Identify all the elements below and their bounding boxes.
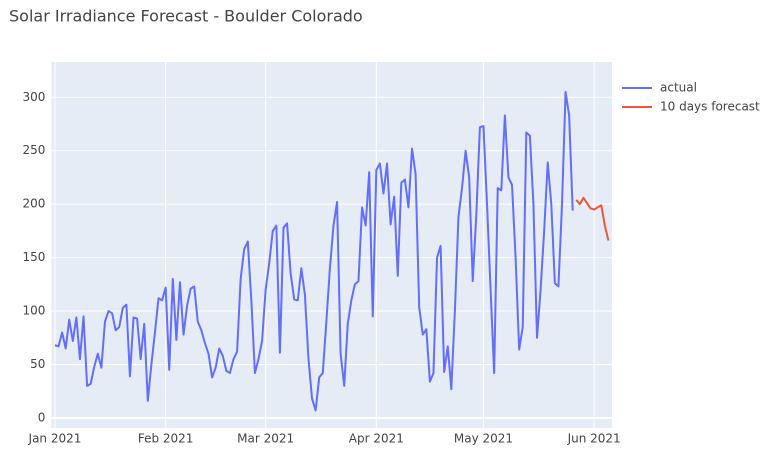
x-tick-label: Apr 2021 [349,432,404,446]
legend-label: 10 days forecast [660,100,760,114]
x-tick-label: Feb 2021 [138,432,194,446]
legend-label: actual [660,81,697,95]
y-tick-label: 200 [22,197,45,211]
y-tick-label: 0 [38,410,46,424]
y-tick-label: 100 [22,304,45,318]
x-tick-label: Jan 2021 [28,432,82,446]
y-tick-label: 300 [22,90,45,104]
y-tick-label: 50 [30,357,45,371]
x-tick-label: Mar 2021 [237,432,294,446]
line [575,196,610,241]
x-tick-label: Jun 2021 [567,432,621,446]
y-tick-label: 150 [22,250,45,264]
line [54,90,574,412]
chart-title: Solar Irradiance Forecast - Boulder Colo… [9,7,363,26]
y-tick-label: 250 [22,143,45,157]
x-tick-label: May 2021 [454,432,513,446]
